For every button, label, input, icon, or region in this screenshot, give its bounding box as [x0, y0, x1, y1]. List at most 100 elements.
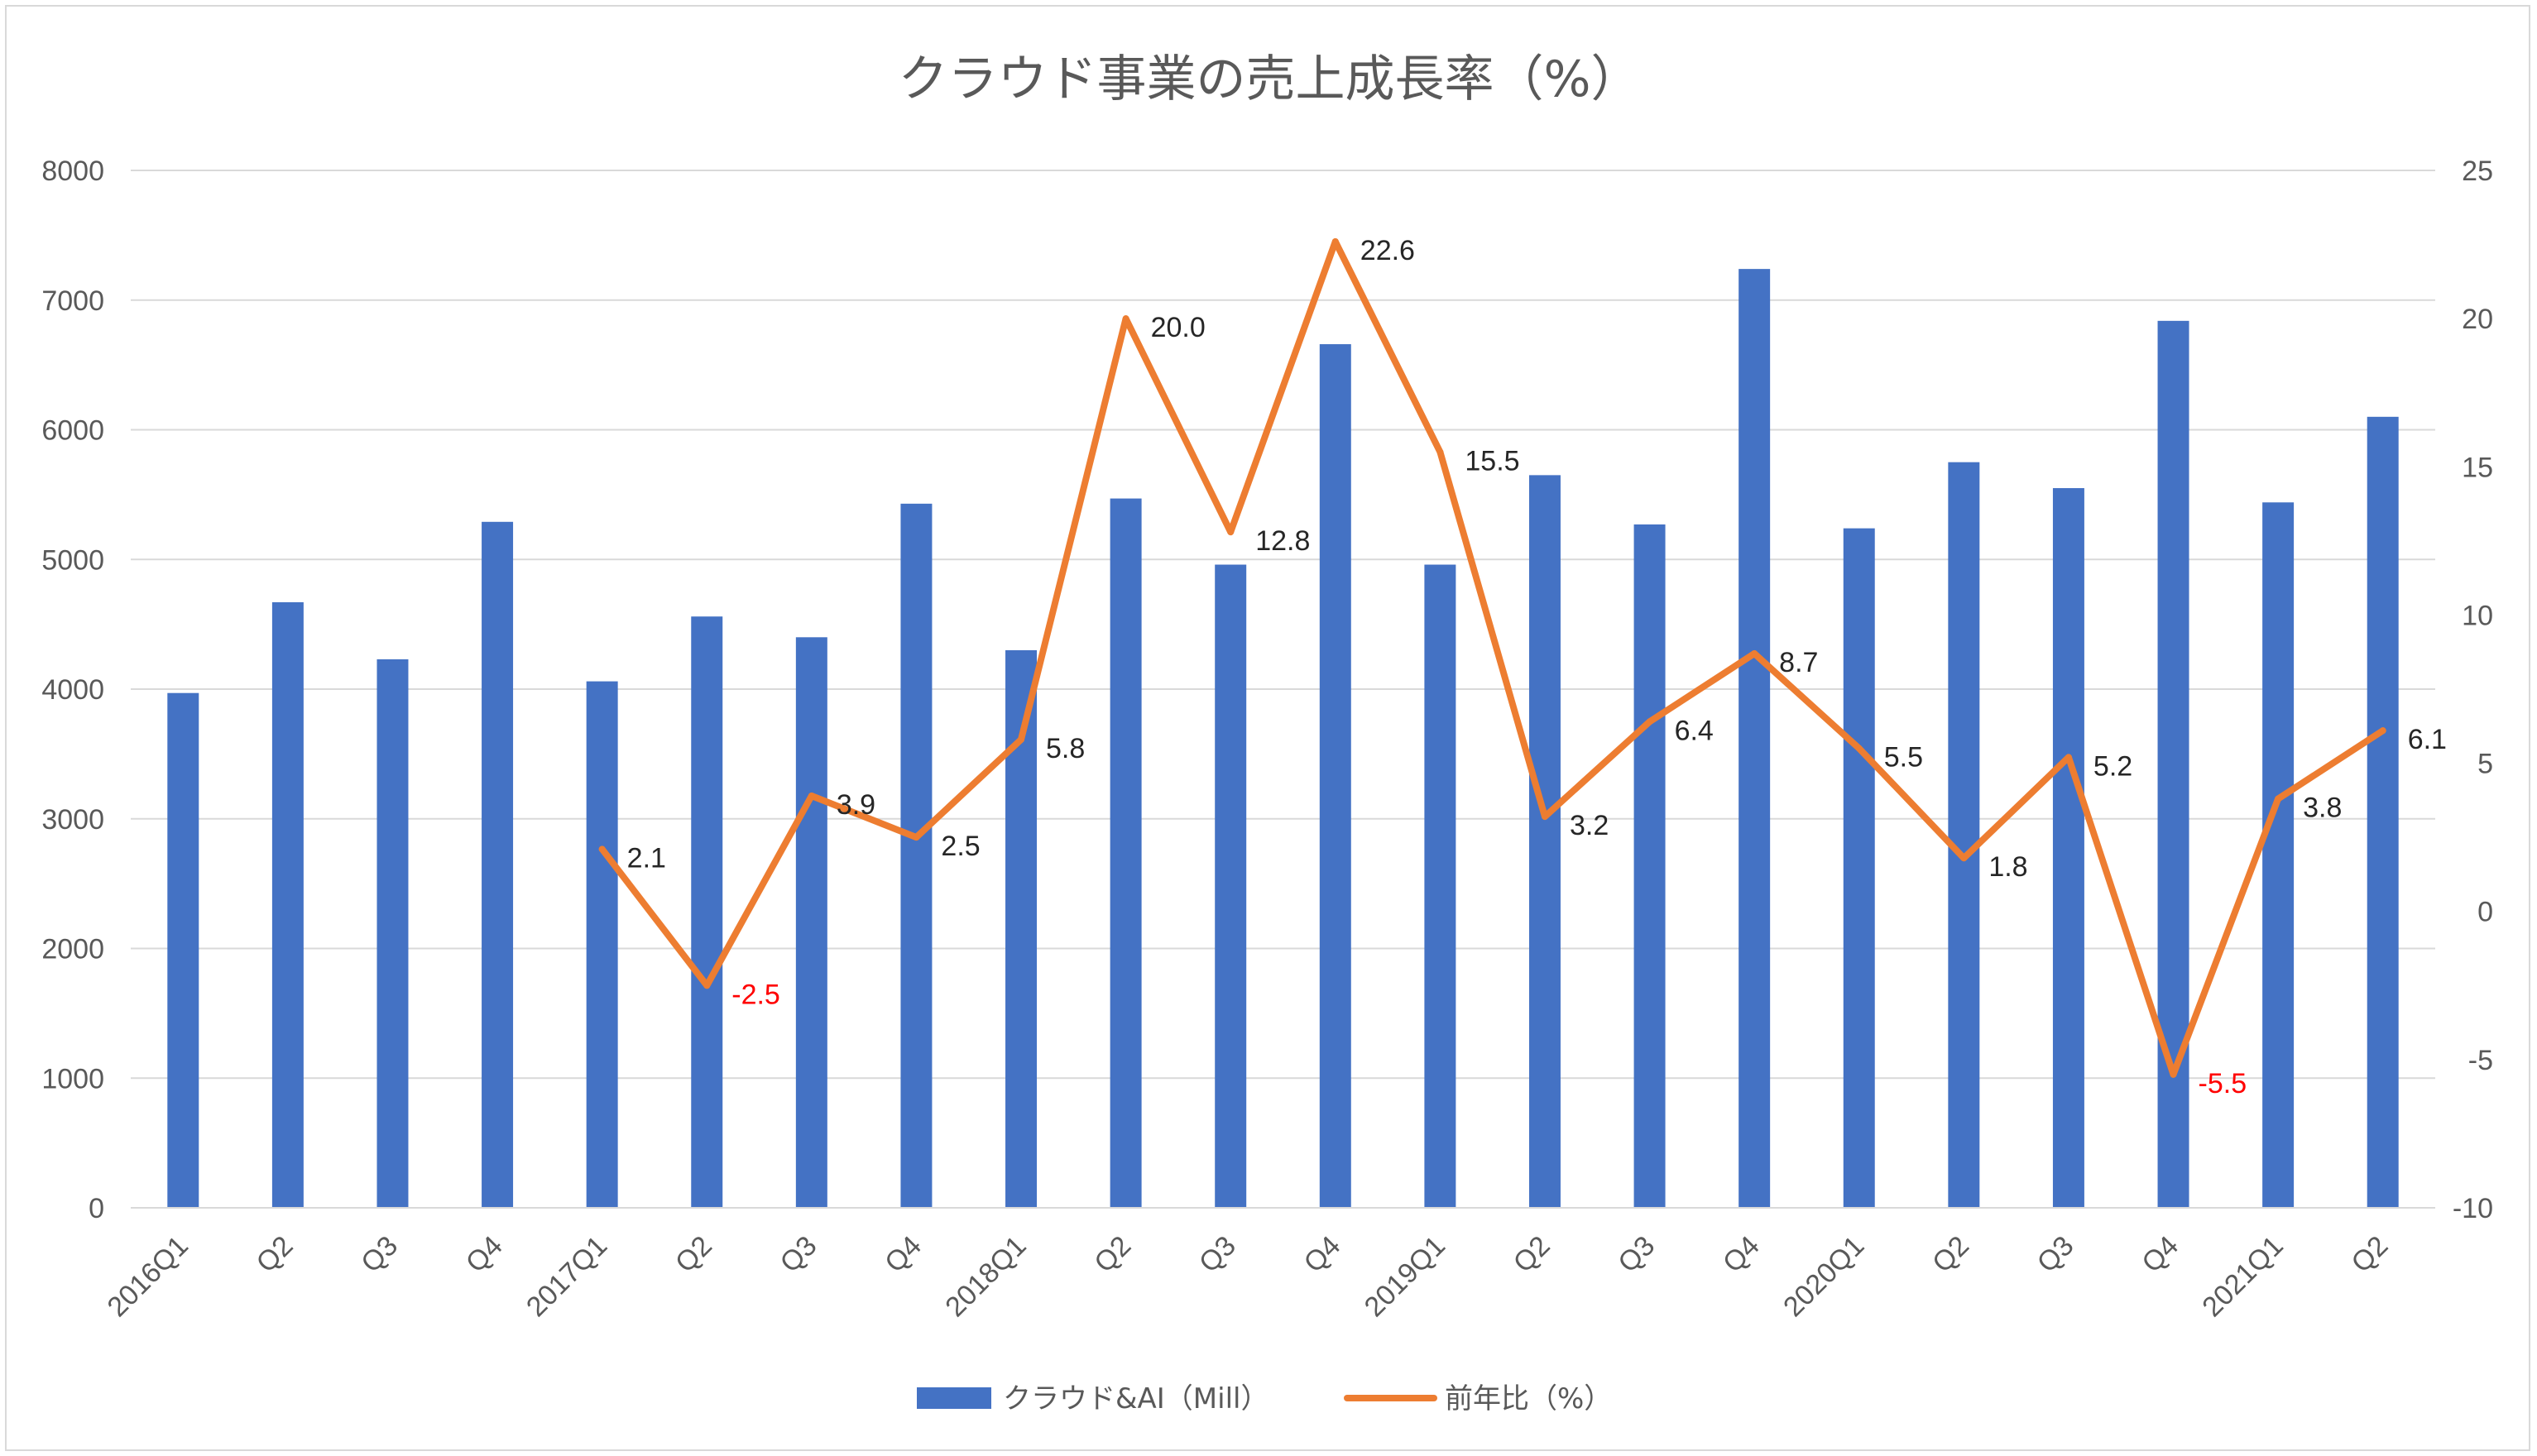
bar: [167, 692, 199, 1208]
y-left-tick-label: 1000: [41, 1063, 104, 1094]
data-labels: 2.1 -2.5 3.9 2.5 5.8 20.0 12.8 22.6 15.5 3.2 6.4 8.…: [627, 235, 2447, 1099]
x-axis: 2016Q1 Q2 Q3 Q4 2017Q1 Q2 Q3 Q4 2018Q1 Q2 Q3 Q4 2019…: [102, 1207, 2435, 1323]
data-label: 5.2: [2093, 750, 2132, 782]
y-left-tick-label: 0: [89, 1193, 104, 1224]
legend-label-line: 前年比（%）: [1445, 1382, 1612, 1415]
bar: [1528, 475, 1561, 1208]
bar: [691, 616, 723, 1208]
line-point: [1960, 855, 1968, 862]
bar: [2157, 320, 2189, 1209]
data-label: 22.6: [1360, 235, 1415, 266]
line-series: [598, 237, 2386, 1078]
x-tick-label: Q4: [460, 1230, 509, 1279]
line-point: [1751, 650, 1758, 658]
x-tick-label: Q2: [1088, 1230, 1137, 1279]
y-right-tick-label: 0: [2477, 897, 2493, 928]
bar: [1215, 564, 1247, 1208]
bar: [271, 601, 304, 1208]
bar: [586, 681, 618, 1208]
bar: [795, 637, 827, 1208]
bar: [1633, 524, 1666, 1208]
yoy-line: [598, 238, 2386, 1078]
x-tick-label: Q2: [251, 1230, 300, 1279]
data-label: -5.5: [2199, 1068, 2247, 1099]
x-tick-label: Q3: [775, 1230, 823, 1279]
chart-svg: クラウド事業の売上成長率（%） 2.1 -2.5 3.9 2.5 5.8 20.0 12.8…: [41, 50, 2493, 1415]
data-label: 12.8: [1255, 525, 1310, 557]
bar: [1319, 344, 1351, 1208]
x-tick-label: 2019Q1: [1359, 1230, 1451, 1323]
data-label: 2.5: [941, 831, 980, 862]
line-point: [808, 792, 815, 799]
x-tick-label: 2018Q1: [939, 1230, 1032, 1323]
line-point: [913, 834, 920, 841]
line-point: [1646, 718, 1653, 726]
data-label: 15.5: [1465, 445, 1519, 477]
line-point: [1541, 813, 1548, 821]
bar-series: [167, 269, 2399, 1209]
data-label: 2.1: [627, 842, 666, 874]
data-label: 3.2: [1570, 810, 1609, 841]
y-axis-right: -10 -5 0 5 10 15 20 25: [2453, 156, 2493, 1224]
bar: [1110, 498, 1142, 1208]
y-left-tick-label: 4000: [41, 674, 104, 706]
bar: [2262, 502, 2295, 1208]
x-tick-label: Q3: [2031, 1230, 2080, 1279]
x-tick-label: 2016Q1: [102, 1230, 194, 1323]
line-point: [1122, 315, 1129, 323]
y-right-tick-label: 15: [2462, 452, 2493, 483]
y-left-tick-label: 5000: [41, 544, 104, 576]
bar: [2052, 488, 2084, 1208]
data-label: 8.7: [1779, 647, 1818, 678]
bar: [1948, 462, 1980, 1208]
bar: [376, 659, 409, 1208]
data-label: 1.8: [1988, 851, 2027, 883]
y-right-tick-label: -5: [2468, 1045, 2493, 1076]
y-right-tick-label: 5: [2477, 749, 2493, 780]
y-right-tick-label: -10: [2453, 1193, 2493, 1224]
y-left-tick-label: 7000: [41, 285, 104, 317]
data-label: 6.4: [1675, 715, 1714, 746]
data-label: 6.1: [2408, 724, 2447, 755]
y-left-tick-label: 8000: [41, 156, 104, 187]
x-tick-label: Q2: [2345, 1230, 2394, 1279]
data-label: 20.0: [1151, 312, 1206, 343]
chart-title: クラウド事業の売上成長率（%）: [898, 50, 1640, 108]
bar: [1843, 528, 1875, 1208]
x-tick-label: Q2: [1926, 1230, 1975, 1279]
x-tick-label: 2021Q1: [2196, 1230, 2289, 1323]
line-point: [1855, 745, 1863, 752]
line-point: [2379, 727, 2386, 735]
line-point: [1331, 237, 1339, 245]
y-right-tick-label: 10: [2462, 600, 2493, 631]
x-tick-label: Q3: [355, 1230, 404, 1279]
bar: [2367, 416, 2399, 1208]
data-label: 3.8: [2303, 793, 2342, 824]
x-tick-label: Q4: [1717, 1230, 1766, 1279]
bar: [1424, 564, 1456, 1208]
y-left-tick-label: 3000: [41, 804, 104, 836]
legend-label-bar: クラウド&AI（Mill）: [1003, 1382, 1268, 1415]
line-point: [703, 982, 711, 989]
legend: クラウド&AI（Mill） 前年比（%）: [917, 1382, 1612, 1415]
line-point: [598, 845, 606, 853]
bar: [1738, 269, 1771, 1208]
legend-swatch-bar: [917, 1387, 991, 1409]
y-left-tick-label: 6000: [41, 415, 104, 447]
data-label: -2.5: [731, 979, 780, 1010]
bar: [900, 503, 933, 1208]
x-tick-label: Q2: [1508, 1230, 1556, 1279]
data-label: 5.5: [1884, 742, 1923, 774]
chart-area: クラウド事業の売上成長率（%） 2.1 -2.5 3.9 2.5 5.8 20.0 12.8…: [5, 5, 2530, 1451]
x-tick-label: 2020Q1: [1777, 1230, 1870, 1323]
x-tick-label: Q4: [2136, 1230, 2185, 1279]
x-tick-label: Q3: [1193, 1230, 1242, 1279]
line-point: [1436, 448, 1444, 456]
line-point: [2065, 754, 2072, 761]
bar: [482, 521, 514, 1208]
x-tick-label: Q4: [1298, 1230, 1347, 1279]
data-label: 3.9: [837, 789, 875, 821]
x-tick-label: Q2: [669, 1230, 718, 1279]
line-point: [1227, 529, 1235, 536]
x-tick-label: 2017Q1: [520, 1230, 613, 1323]
